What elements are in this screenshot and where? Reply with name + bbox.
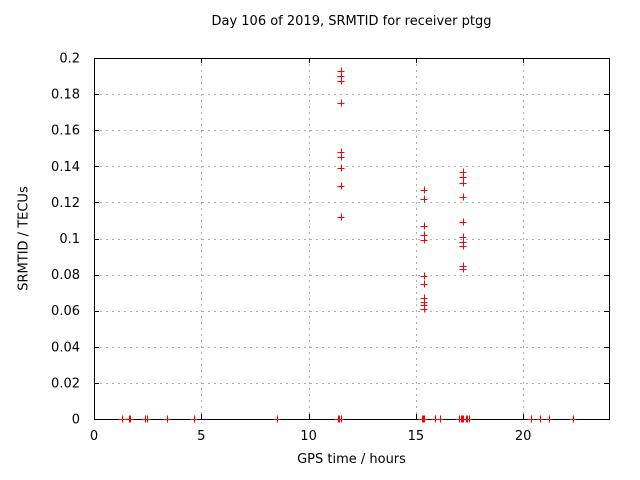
y-tick-label: 0.02 [51,376,80,391]
data-point-marker [459,173,467,181]
data-point-marker [420,272,428,280]
data-point-marker [273,415,281,423]
y-tick-label: 0.04 [51,340,80,355]
x-tick-label: 20 [515,429,532,444]
data-point-marker [569,415,577,423]
data-point-marker [536,415,544,423]
y-tick-label: 0.2 [59,52,80,67]
data-point-marker [337,77,345,85]
data-point-marker [126,415,134,423]
y-tick-label: 0 [72,413,80,428]
data-point-marker [337,99,345,107]
data-point-marker [337,415,345,423]
y-tick-label: 0.1 [59,232,80,247]
x-tick-label: 5 [197,429,205,444]
x-axis-label: GPS time / hours [297,452,406,467]
data-point-marker [337,164,345,172]
chart-title: Day 106 of 2019, SRMTID for receiver ptg… [211,14,492,29]
data-point-marker [420,236,428,244]
x-tick-label: 10 [300,429,317,444]
data-point-marker [459,218,467,226]
data-point-marker [420,222,428,230]
x-tick-label: 15 [408,429,425,444]
data-point-marker [545,415,553,423]
data-point-marker [190,415,198,423]
y-tick-label: 0.06 [51,304,80,319]
data-point-marker [420,280,428,288]
y-tick-label: 0.16 [51,124,80,139]
data-point-marker [527,415,535,423]
y-tick-label: 0.18 [51,88,80,103]
data-point-marker [465,415,473,423]
data-point-marker [163,415,171,423]
data-point-marker [459,265,467,273]
x-tick-label: 0 [90,429,98,444]
data-point-marker [420,195,428,203]
y-tick-label: 0.14 [51,160,80,175]
data-point-marker [436,415,444,423]
data-point-marker [420,415,428,423]
data-point-marker [337,182,345,190]
y-tick-label: 0.12 [51,196,80,211]
data-point-marker [459,242,467,250]
data-point-marker [143,415,151,423]
data-point-marker [459,193,467,201]
y-tick-label: 0.08 [51,268,80,283]
data-point-marker [118,415,126,423]
data-point-marker [420,305,428,313]
data-point-marker [420,186,428,194]
data-point-marker [459,179,467,187]
data-point-marker [337,213,345,221]
data-point-marker [337,153,345,161]
y-axis-label: SRMTID / TECUs [16,186,32,291]
